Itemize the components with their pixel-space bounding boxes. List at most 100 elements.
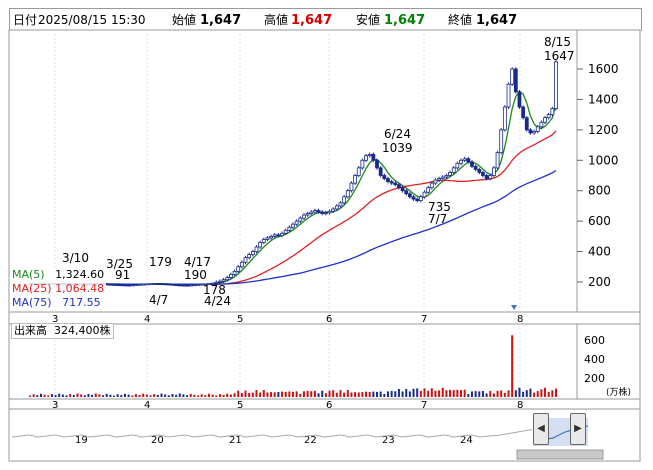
candle-up <box>192 284 197 287</box>
volume-bar <box>138 395 141 397</box>
volume-tick-label: 600 <box>584 334 605 347</box>
candle-down <box>166 283 171 286</box>
low-value: 1,647 <box>384 13 426 28</box>
candle-up <box>214 281 219 284</box>
candle-up <box>283 229 288 234</box>
price-tick-label: 400 <box>588 245 611 259</box>
volume-bar <box>434 390 437 397</box>
candle-down <box>115 284 120 286</box>
navigator-right-handle[interactable]: ▶ <box>570 413 586 445</box>
volume-bar <box>386 391 389 397</box>
volume-bar <box>43 394 46 397</box>
volume-bar <box>522 391 525 397</box>
navigator-date-label: 23 <box>382 435 395 446</box>
ma75-legend-value: 717.55 <box>62 296 101 309</box>
volume-bar <box>467 394 470 397</box>
volume-bar <box>416 388 419 397</box>
volume-bar <box>438 390 441 397</box>
candle-down <box>316 210 321 213</box>
volume-bar <box>167 395 170 397</box>
candle-up <box>250 251 255 256</box>
volume-bar <box>332 390 335 397</box>
volume-bar <box>233 393 236 397</box>
volume-bar <box>222 395 225 397</box>
candle-up <box>440 176 445 179</box>
volume-bar <box>218 394 221 397</box>
volume-bar <box>87 393 90 397</box>
candle-up <box>532 130 536 134</box>
candle-up <box>243 257 248 263</box>
volume-bar <box>116 394 119 397</box>
candle-up <box>506 83 511 108</box>
volume-bar <box>507 390 510 397</box>
volume-bar <box>463 389 466 397</box>
volume-bar <box>335 392 338 397</box>
volume-bar <box>405 388 408 397</box>
volume-bar <box>197 395 200 397</box>
volume-bar <box>456 389 459 397</box>
volume-bar <box>189 393 192 397</box>
candle-up <box>269 235 273 239</box>
volume-bar <box>266 392 269 397</box>
candle-down <box>378 167 383 176</box>
candle-up <box>342 196 347 204</box>
candle-up <box>247 254 252 259</box>
volume-bar <box>273 392 276 397</box>
chart-annotation: 735 <box>428 200 451 214</box>
candle-up <box>495 152 500 169</box>
chart-annotation: 4/24 <box>204 294 231 308</box>
volume-bar <box>281 391 284 397</box>
volume-bar <box>248 393 251 397</box>
volume-bar <box>98 394 101 397</box>
candle-up <box>258 242 263 248</box>
volume-bar <box>69 394 72 397</box>
candle-up <box>499 129 504 154</box>
navigator-date-label: 20 <box>151 435 164 446</box>
volume-bar <box>94 393 97 397</box>
volume-bar <box>302 391 305 397</box>
volume-bar <box>292 391 294 397</box>
volume-bar <box>390 391 393 397</box>
navigator-date-label: 21 <box>229 435 242 446</box>
volume-bar <box>262 389 265 397</box>
close-label: 終値 <box>448 13 473 27</box>
price-panel <box>8 29 641 313</box>
volume-bar <box>492 393 495 397</box>
volume-bar <box>32 394 35 397</box>
candle-down <box>404 190 409 195</box>
candle-up <box>448 172 452 176</box>
candle-down <box>517 91 522 108</box>
candle-up <box>280 232 284 236</box>
volume-bar <box>525 390 528 397</box>
open-label: 始値 <box>172 13 197 27</box>
month-label-top: 7 <box>421 314 427 325</box>
volume-bar <box>372 391 375 397</box>
volume-bar <box>215 395 218 397</box>
volume-bar <box>376 391 379 397</box>
ma75-legend-name: MA(75) <box>12 296 52 309</box>
candle-up <box>305 213 310 216</box>
candle-up <box>543 117 547 123</box>
candle-up <box>287 226 292 231</box>
datetime-value: 2025/08/15 15:30 <box>38 13 146 27</box>
volume-bar <box>237 390 240 397</box>
candle-up <box>203 283 208 286</box>
price-tick-label: 1600 <box>588 62 619 76</box>
candle-up <box>236 266 241 272</box>
volume-bar <box>544 387 547 397</box>
navigator-left-handle[interactable]: ◀ <box>533 413 549 445</box>
volume-bar <box>178 393 181 397</box>
volume-bar <box>211 394 214 397</box>
chart-annotation: 179 <box>149 255 172 269</box>
candle-down <box>411 196 416 200</box>
volume-bar <box>449 389 452 397</box>
candle-down <box>163 283 168 286</box>
candle-down <box>524 117 529 131</box>
candle-up <box>152 283 157 285</box>
volume-bars <box>29 335 557 397</box>
candle-up <box>188 284 193 287</box>
navigator-date-label: 24 <box>460 435 473 446</box>
candle-up <box>272 234 277 237</box>
price-tick-label: 200 <box>588 275 611 289</box>
chart-annotation: 3/10 <box>62 251 89 265</box>
